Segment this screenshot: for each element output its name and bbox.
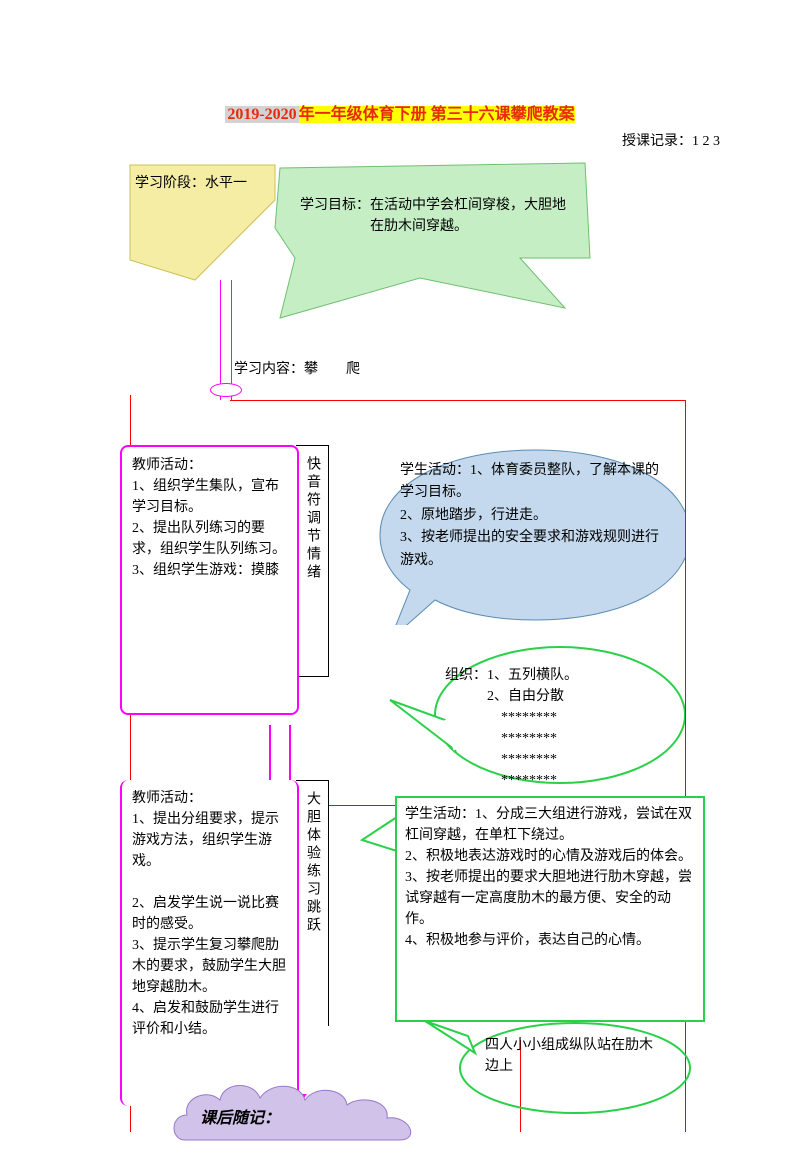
student1-text: 学生活动：1、体育委员整队，了解本课的学习目标。 2、原地踏步，行进走。 3、按… (400, 460, 665, 572)
org1-text: 组织：1、五列横队。 2、自由分散 ******** ******** ****… (445, 665, 665, 812)
teacher2-text: 教师活动： 1、提出分组要求，提示游戏方法，组织学生游戏。 2、启发学生说一说比… (120, 780, 299, 1106)
record-line: 授课记录：1 2 3 (0, 130, 720, 150)
student2-text: 学生活动：1、分成三大组进行游戏，尝试在双杠间穿越，在单杠下绕过。 2、积极地表… (405, 804, 695, 951)
teacher1-text: 教师活动： 1、组织学生集队，宣布学习目标。 2、提出队列练习的要求，组织学生队… (120, 445, 299, 715)
goal-text: 学习目标：在活动中学会杠间穿梭，大胆地在肋木间穿越。 (300, 195, 570, 237)
flag-pole (220, 280, 232, 400)
title-prefix: 2019-2020 (225, 106, 298, 123)
teacher-scroll-2: 教师活动： 1、提出分组要求，提示游戏方法，组织学生游戏。 2、启发学生说一说比… (120, 780, 299, 1106)
page-title: 2019-2020年一年级体育下册 第三十六课攀爬教案 (0, 100, 800, 124)
red-line (230, 400, 685, 401)
pole-cap (210, 383, 242, 397)
content-label: 学习内容：攀 爬 (234, 358, 360, 378)
col1-text: 快音符调节情绪 (298, 456, 326, 582)
stage-label: 学习阶段：水平一 (135, 172, 247, 192)
title-rest: 年一年级体育下册 第三十六课攀爬教案 (299, 106, 575, 123)
postscript: 课后随记： (200, 1104, 280, 1128)
org2-text: 四人小小组成纵队站在肋木边上 (485, 1035, 665, 1077)
student2-box: 学生活动：1、分成三大组进行游戏，尝试在双杠间穿越，在单杠下绕过。 2、积极地表… (395, 796, 705, 1022)
flag-green (270, 158, 600, 328)
teacher-scroll-1: 教师活动： 1、组织学生集队，宣布学习目标。 2、提出队列练习的要求，组织学生队… (120, 445, 295, 705)
center-col-1: 快音符调节情绪 (296, 445, 329, 677)
